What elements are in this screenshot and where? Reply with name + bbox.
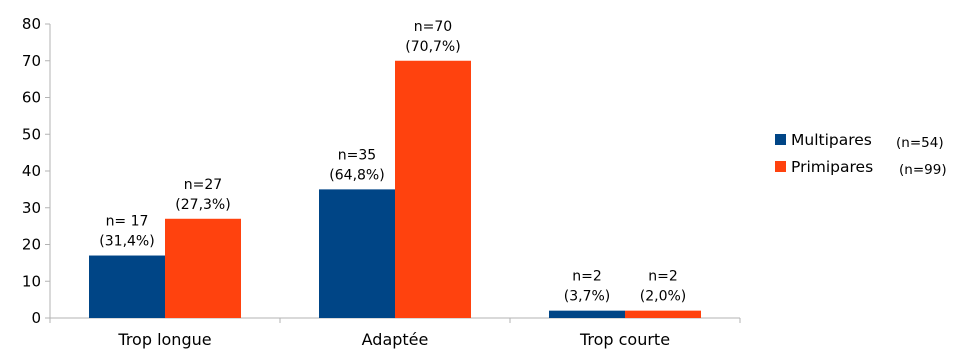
- data-label-count: n=27: [184, 177, 222, 193]
- x-category-label: Trop courte: [579, 330, 670, 349]
- bars: [89, 60, 701, 318]
- legend-count: (n=99): [899, 162, 947, 178]
- data-label-percent: (31,4%): [99, 234, 154, 250]
- data-label-count: n=70: [414, 19, 452, 35]
- bar-multipares: [89, 255, 165, 318]
- legend-swatch-multipares: [775, 134, 786, 145]
- data-label-percent: (2,0%): [640, 289, 687, 305]
- y-tick-label: 0: [31, 309, 41, 327]
- x-category-label: Adaptée: [362, 330, 429, 349]
- y-tick-label: 80: [22, 15, 41, 33]
- bar-primipares: [165, 218, 241, 318]
- data-label-count: n= 17: [106, 214, 149, 230]
- legend-swatch-primipares: [775, 161, 786, 172]
- legend-count: (n=54): [896, 135, 944, 151]
- y-tick-label: 10: [22, 272, 41, 290]
- y-tick-label: 70: [22, 52, 41, 70]
- legend-label: Multipares: [791, 131, 872, 149]
- y-tick-label: 40: [22, 162, 41, 180]
- legend: Multipares (n=54) Primipares (n=99): [775, 131, 947, 178]
- x-category-label: Trop longue: [117, 330, 211, 349]
- y-tick-label: 60: [22, 89, 41, 107]
- legend-label: Primipares: [791, 158, 873, 176]
- data-label-percent: (64,8%): [329, 167, 384, 183]
- data-label-percent: (70,7%): [405, 39, 460, 55]
- bar-primipares: [625, 310, 701, 318]
- y-tick-label: 20: [22, 236, 41, 254]
- y-tick-label: 30: [22, 199, 41, 217]
- y-tick-label: 50: [22, 125, 41, 143]
- data-label-percent: (27,3%): [175, 197, 230, 213]
- data-label-percent: (3,7%): [564, 289, 611, 305]
- bar-multipares: [549, 310, 625, 318]
- y-axis-ticks: 0 10 20 30 40 50 60 70 80: [22, 15, 50, 327]
- data-label-count: n=35: [338, 147, 376, 163]
- data-label-count: n=2: [648, 269, 678, 285]
- category-labels: Trop longue Adaptée Trop courte: [117, 330, 670, 349]
- bar-primipares: [395, 60, 471, 318]
- bar-multipares: [319, 189, 395, 318]
- data-label-count: n=2: [572, 269, 602, 285]
- data-labels: n= 17 (31,4%) n=27 (27,3%) n=35 (64,8%) n=70 (7…: [99, 19, 686, 305]
